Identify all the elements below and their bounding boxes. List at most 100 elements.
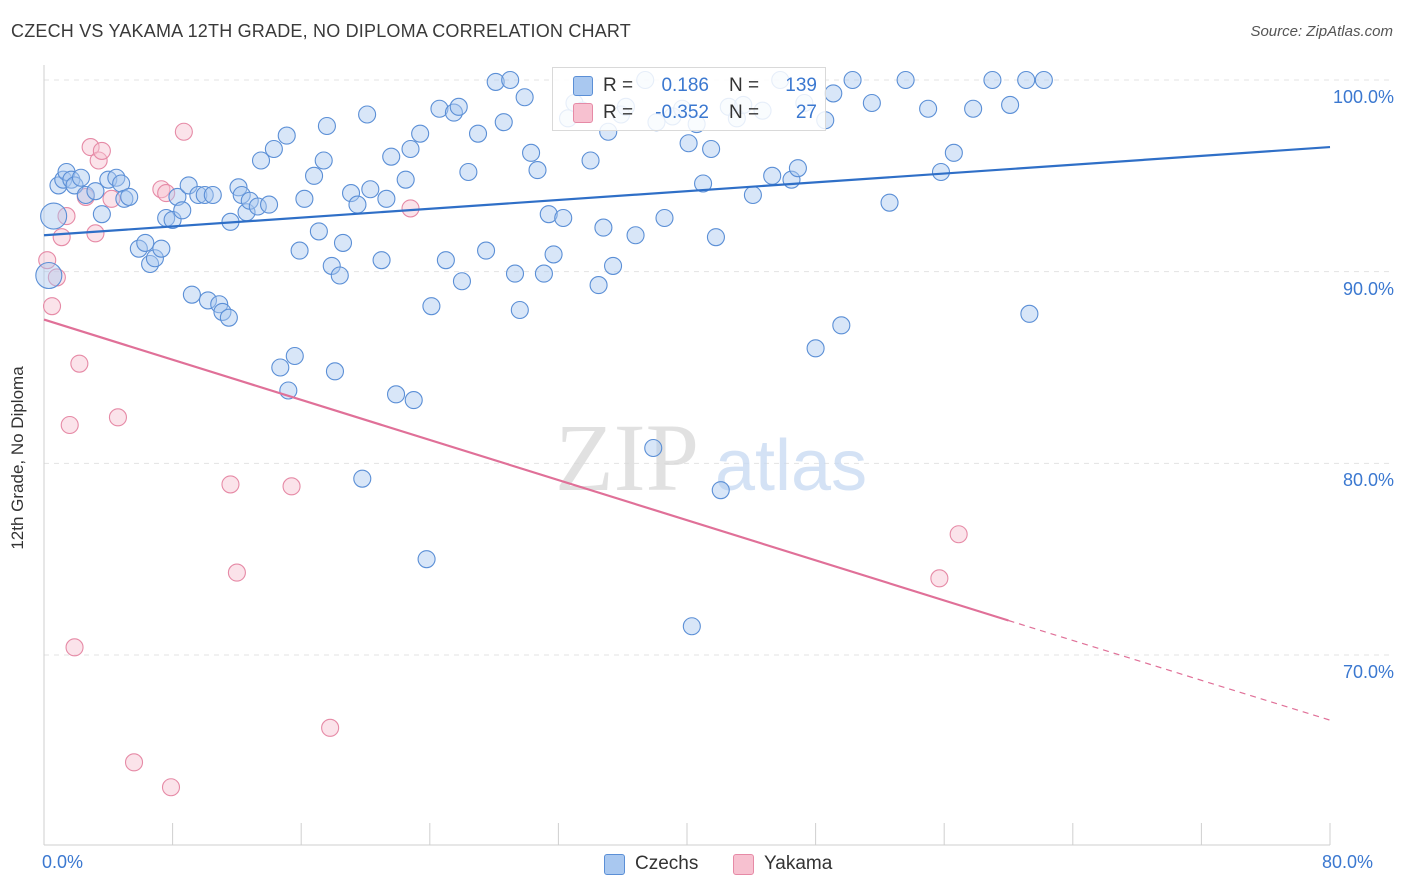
yakama-point [65, 638, 84, 657]
yakama-point [949, 525, 968, 544]
czech-point [92, 205, 111, 224]
czech-point [333, 233, 353, 252]
czech-point [964, 99, 983, 118]
czech-point [168, 187, 187, 206]
yakama-point [401, 199, 420, 218]
czech-point [763, 166, 782, 185]
czech-point [372, 251, 391, 270]
czech-point [510, 300, 529, 320]
yakama-point [174, 122, 193, 141]
czech-point [295, 189, 314, 208]
yakama-point [227, 563, 246, 582]
czechs-swatch [573, 76, 593, 96]
czech-point [71, 168, 91, 187]
czech-point [86, 182, 105, 201]
czech-point [136, 233, 155, 252]
czech-point [694, 174, 713, 193]
czech-point [832, 316, 851, 335]
czech-point [358, 105, 377, 124]
czech-point [589, 276, 608, 295]
watermark: ZIP atlas [555, 404, 867, 511]
czech-point [285, 346, 304, 366]
czech-point [468, 124, 488, 143]
czech-point [305, 166, 324, 185]
czech-point [594, 218, 613, 237]
czech-point [843, 70, 862, 90]
czech-point [711, 481, 730, 500]
czech-point [35, 261, 63, 290]
czech-point [251, 151, 271, 170]
czech-point [361, 180, 380, 199]
y-tick-label: 80.0% [1342, 470, 1394, 491]
yakama-point [124, 753, 144, 772]
legend-label-czechs: Czechs [635, 853, 699, 874]
legend-n-label: N = [729, 75, 760, 96]
czech-point [317, 116, 336, 136]
czech-point [219, 308, 238, 327]
yakama-point [89, 151, 108, 170]
czechs-swatch [604, 853, 625, 875]
yakama-trend-extension [1008, 619, 1331, 721]
czech-point [396, 170, 415, 189]
czech-point [644, 438, 663, 458]
yakama-point [221, 475, 240, 494]
czech-point [679, 134, 698, 153]
czech-point [404, 391, 423, 410]
czech-point [452, 272, 472, 291]
czech-point [411, 124, 430, 143]
legend-label-yakama: Yakama [764, 853, 833, 874]
czech-point [417, 550, 436, 569]
czech-point [422, 297, 441, 316]
legend-r-label: R = [603, 75, 634, 96]
czech-point [259, 195, 279, 214]
czech-point [382, 147, 401, 166]
legend-r-label: R = [603, 102, 634, 123]
czech-point [1001, 95, 1020, 114]
czech-point [76, 185, 95, 205]
czech-point [277, 126, 296, 145]
czech-point [120, 187, 139, 206]
czech-point [626, 226, 645, 245]
legend-n-value: 139 [785, 75, 817, 96]
czech-point [449, 97, 468, 116]
czech-point [919, 99, 938, 118]
czech-point [534, 264, 553, 283]
czech-point [1017, 70, 1036, 90]
czech-point [325, 362, 345, 381]
legend-r-value: 0.186 [661, 75, 709, 96]
czech-point [314, 151, 333, 170]
czech-point [330, 266, 349, 285]
bottom-legend-yakama: Yakama [733, 851, 832, 877]
czech-point [145, 249, 164, 268]
czech-point [581, 151, 600, 170]
czech-point [112, 174, 131, 193]
czech-point [271, 358, 290, 377]
yakama-point [70, 354, 89, 373]
czech-point [944, 143, 963, 162]
czech-point [655, 208, 674, 228]
czech-point [341, 184, 361, 203]
czech-point [824, 84, 843, 103]
correlation-legend: R = 0.186 N = 139 R = -0.352 N = 27 [552, 67, 826, 131]
czech-point [880, 193, 899, 212]
czech-point [1034, 70, 1053, 90]
czech-point [931, 162, 951, 182]
czech-points [35, 70, 1053, 636]
yakama-trend-line [43, 318, 1009, 622]
czech-point [386, 385, 406, 404]
watermark-zip: ZIP [555, 404, 699, 511]
yakama-point [60, 415, 79, 435]
czech-point [436, 251, 455, 270]
czech-point [494, 113, 513, 132]
czech-point [163, 210, 182, 229]
legend-row-yakama: R = -0.352 N = 27 [573, 99, 817, 127]
axes [43, 65, 1331, 846]
grid-lines [44, 79, 1392, 656]
czech-point [528, 161, 547, 180]
czech-point [604, 256, 623, 275]
czech-point [806, 339, 825, 358]
czech-point [248, 197, 267, 216]
legend-n-value: 27 [795, 102, 817, 123]
czech-point [401, 139, 420, 159]
